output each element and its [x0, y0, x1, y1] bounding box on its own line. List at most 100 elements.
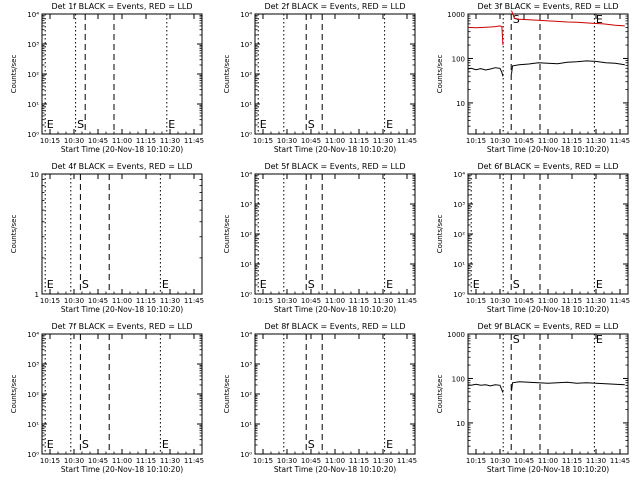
x-tick-label: 10:15: [40, 297, 60, 305]
y-axis-label: Counts/sec: [10, 215, 18, 254]
x-tick-label: 10:15: [40, 137, 60, 145]
x-tick-label: 10:15: [253, 137, 273, 145]
y-tick-label: 10⁴: [453, 171, 465, 179]
x-tick-label: 11:15: [349, 297, 369, 305]
x-tick-label: 11:15: [349, 457, 369, 465]
x-tick-label: 11:30: [373, 457, 393, 465]
panel-title: Det 6f BLACK = Events, RED = LLD: [477, 162, 618, 171]
event-marker-label: E: [386, 118, 393, 131]
x-tick-label: 11:30: [586, 297, 606, 305]
x-tick-label: 11:15: [349, 137, 369, 145]
y-tick-label: 10²: [240, 231, 252, 239]
y-tick-label: 1000: [447, 331, 465, 339]
x-tick-label: 10:45: [301, 457, 321, 465]
y-tick-label: 10²: [27, 71, 39, 79]
x-tick-label: 11:30: [160, 137, 180, 145]
x-tick-label: 11:00: [325, 137, 345, 145]
x-tick-label: 11:30: [586, 137, 606, 145]
y-tick-label: 10³: [453, 201, 465, 209]
y-tick-label: 10¹: [240, 261, 252, 269]
y-tick-label: 10⁰: [27, 451, 39, 459]
x-tick-label: 11:45: [610, 137, 630, 145]
x-axis-label: Start Time (20-Nov-18 10:10:20): [487, 305, 609, 314]
x-tick-label: 11:45: [184, 457, 204, 465]
panel-title: Det 8f BLACK = Events, RED = LLD: [264, 322, 405, 331]
event-marker-label: E: [596, 13, 603, 26]
plot-frame: [467, 333, 629, 455]
x-tick-label: 11:15: [562, 297, 582, 305]
event-marker-label: S: [513, 278, 520, 291]
y-axis-label: Counts/sec: [223, 375, 231, 414]
y-tick-label: 10¹: [240, 101, 252, 109]
event-marker-label: S: [82, 438, 89, 451]
x-tick-label: 11:15: [562, 457, 582, 465]
y-tick-label: 10: [456, 100, 465, 108]
x-tick-label: 10:45: [88, 297, 108, 305]
x-tick-label: 10:30: [490, 297, 510, 305]
y-tick-label: 10²: [27, 391, 39, 399]
events-series-line: [511, 60, 625, 74]
y-axis-label: Counts/sec: [436, 375, 444, 414]
y-tick-label: 10⁰: [240, 291, 252, 299]
x-tick-label: 11:00: [112, 457, 132, 465]
x-tick-label: 10:45: [88, 137, 108, 145]
panel-det-1: Det 1f BLACK = Events, RED = LLD Counts/s…: [10, 2, 204, 154]
x-tick-label: 10:45: [301, 137, 321, 145]
event-marker-label: S: [513, 13, 520, 26]
y-tick-label: 1000: [447, 11, 465, 19]
y-tick-label: 10¹: [27, 101, 39, 109]
plot-frame: [254, 173, 416, 295]
x-tick-label: 10:30: [64, 457, 84, 465]
x-tick-label: 10:30: [64, 137, 84, 145]
y-tick-label: 10⁴: [240, 331, 252, 339]
y-tick-label: 10⁰: [240, 451, 252, 459]
x-tick-label: 11:45: [184, 137, 204, 145]
panel-title: Det 9f BLACK = Events, RED = LLD: [477, 322, 618, 331]
x-axis-label: Start Time (20-Nov-18 10:10:20): [487, 465, 609, 474]
x-tick-label: 10:15: [253, 457, 273, 465]
event-marker-label: E: [260, 278, 267, 291]
plot-frame: [467, 13, 629, 135]
plot-frame: [41, 333, 203, 455]
y-tick-label: 10³: [27, 361, 39, 369]
x-tick-label: 11:00: [538, 457, 558, 465]
x-tick-label: 11:15: [562, 137, 582, 145]
plot-frame: [467, 173, 629, 295]
events-series-line: [511, 381, 625, 392]
event-marker-label: S: [308, 278, 315, 291]
x-tick-label: 10:30: [277, 297, 297, 305]
event-marker-label: S: [308, 118, 315, 131]
x-tick-label: 10:15: [40, 457, 60, 465]
panel-det-2: Det 2f BLACK = Events, RED = LLD Counts/s…: [223, 2, 417, 154]
y-axis-label: Counts/sec: [10, 375, 18, 414]
x-tick-label: 10:45: [514, 297, 534, 305]
panel-det-8: Det 8f BLACK = Events, RED = LLD Counts/s…: [223, 322, 417, 474]
x-axis-label: Start Time (20-Nov-18 10:10:20): [61, 305, 183, 314]
plot-frame: [254, 333, 416, 455]
event-marker-label: E: [47, 278, 54, 291]
y-axis-label: Counts/sec: [10, 55, 18, 94]
event-marker-label: E: [596, 278, 603, 291]
event-marker-label: E: [47, 118, 54, 131]
x-tick-label: 11:30: [160, 297, 180, 305]
x-tick-label: 11:45: [610, 457, 630, 465]
event-marker-label: S: [513, 333, 520, 346]
event-marker-label: E: [386, 438, 393, 451]
x-tick-label: 10:45: [88, 457, 108, 465]
x-tick-label: 11:00: [112, 297, 132, 305]
x-axis-label: Start Time (20-Nov-18 10:10:20): [487, 145, 609, 154]
panel-det-4: Det 4f BLACK = Events, RED = LLD Counts/s…: [10, 162, 204, 314]
x-tick-label: 11:45: [397, 457, 417, 465]
x-tick-label: 11:30: [586, 457, 606, 465]
x-axis-label: Start Time (20-Nov-18 10:10:20): [61, 465, 183, 474]
y-axis-label: Counts/sec: [223, 215, 231, 254]
y-tick-label: 10⁴: [27, 11, 39, 19]
panel-det-5: Det 5f BLACK = Events, RED = LLD Counts/s…: [223, 162, 417, 314]
event-marker-label: S: [82, 278, 89, 291]
panel-title: Det 4f BLACK = Events, RED = LLD: [51, 162, 192, 171]
y-tick-label: 10²: [453, 231, 465, 239]
events-series-line: [467, 67, 504, 77]
y-tick-label: 10⁰: [27, 131, 39, 139]
y-axis-label: Counts/sec: [436, 215, 444, 254]
